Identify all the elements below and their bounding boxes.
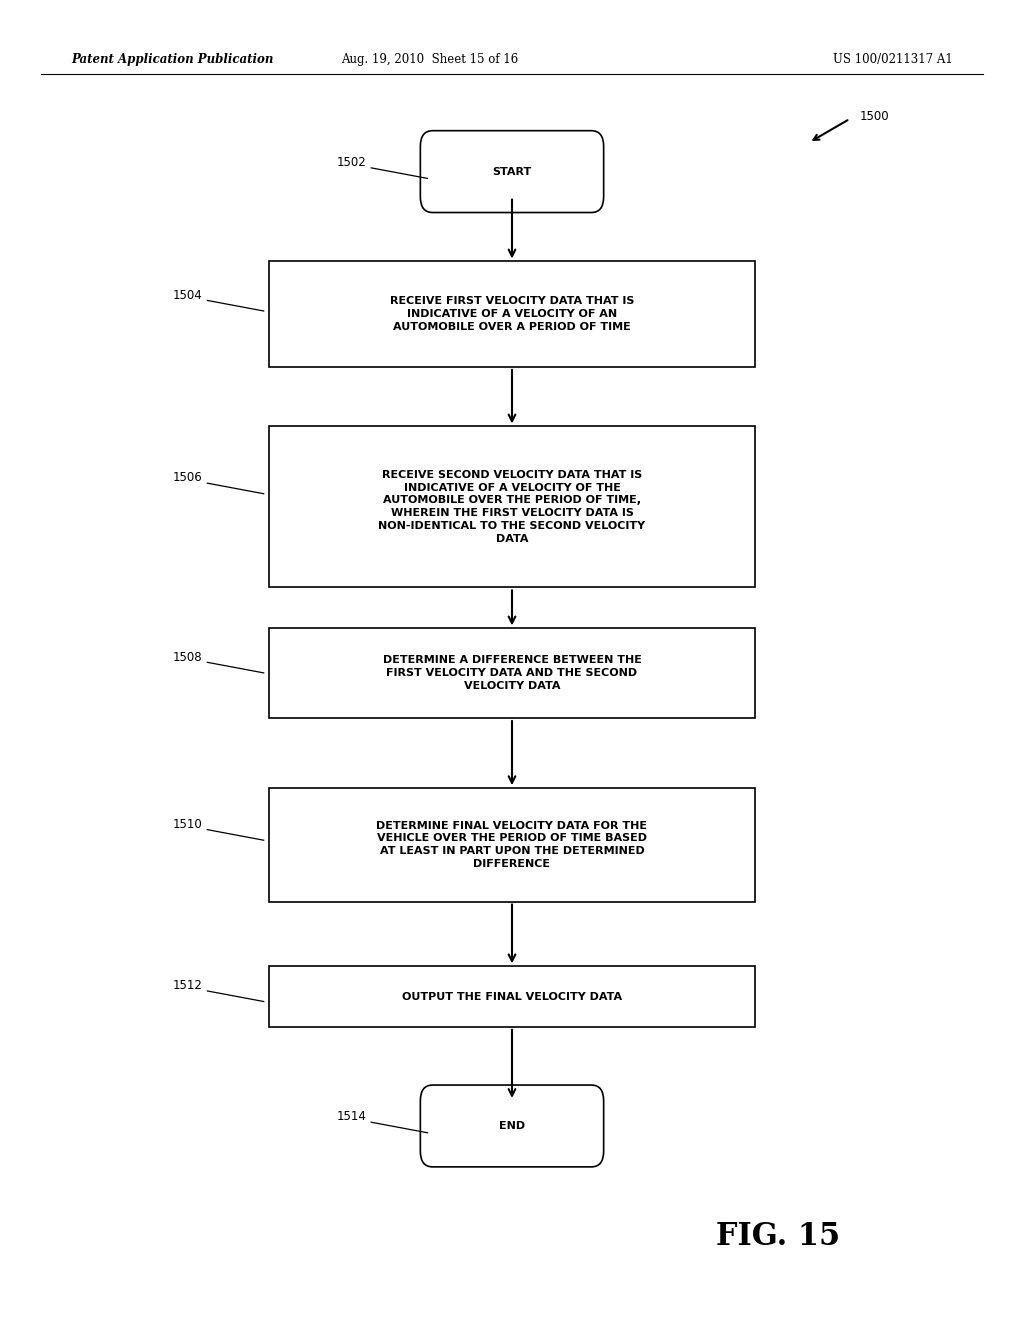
Bar [268,261,756,367]
FancyBboxPatch shape [420,1085,603,1167]
Text: OUTPUT THE FINAL VELOCITY DATA: OUTPUT THE FINAL VELOCITY DATA [402,991,622,1002]
Text: 1514: 1514 [336,1110,367,1123]
Text: FIG. 15: FIG. 15 [716,1221,841,1253]
Bar [268,628,756,718]
Text: DETERMINE FINAL VELOCITY DATA FOR THE
VEHICLE OVER THE PERIOD OF TIME BASED
AT L: DETERMINE FINAL VELOCITY DATA FOR THE VE… [377,821,647,869]
Text: 1504: 1504 [172,289,203,302]
Bar [268,966,756,1027]
Bar [268,788,756,902]
Text: Aug. 19, 2010  Sheet 15 of 16: Aug. 19, 2010 Sheet 15 of 16 [341,53,519,66]
Text: Patent Application Publication: Patent Application Publication [72,53,274,66]
Text: DETERMINE A DIFFERENCE BETWEEN THE
FIRST VELOCITY DATA AND THE SECOND
VELOCITY D: DETERMINE A DIFFERENCE BETWEEN THE FIRST… [383,656,641,690]
FancyBboxPatch shape [420,131,603,213]
Text: RECEIVE FIRST VELOCITY DATA THAT IS
INDICATIVE OF A VELOCITY OF AN
AUTOMOBILE OV: RECEIVE FIRST VELOCITY DATA THAT IS INDI… [390,297,634,331]
Text: END: END [499,1121,525,1131]
Text: US 100/0211317 A1: US 100/0211317 A1 [833,53,952,66]
Text: 1510: 1510 [172,818,203,830]
Text: 1500: 1500 [860,110,890,123]
Text: START: START [493,166,531,177]
Text: 1512: 1512 [172,979,203,993]
Text: 1502: 1502 [336,156,367,169]
Text: 1508: 1508 [173,651,203,664]
Text: 1506: 1506 [172,471,203,484]
Text: RECEIVE SECOND VELOCITY DATA THAT IS
INDICATIVE OF A VELOCITY OF THE
AUTOMOBILE : RECEIVE SECOND VELOCITY DATA THAT IS IND… [379,470,645,544]
Bar [268,426,756,587]
